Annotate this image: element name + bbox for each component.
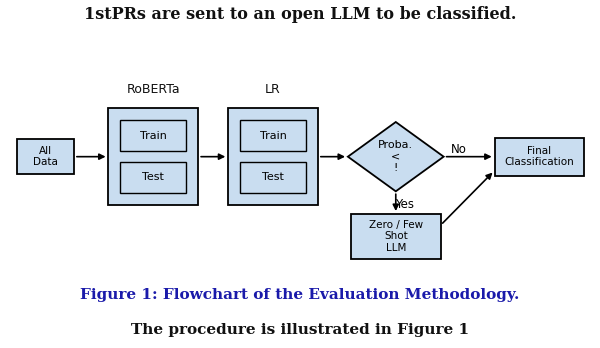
Text: Figure 1: Flowchart of the Evaluation Methodology.: Figure 1: Flowchart of the Evaluation Me…: [80, 288, 520, 302]
Text: The procedure is illustrated in Figure 1: The procedure is illustrated in Figure 1: [131, 323, 469, 337]
FancyBboxPatch shape: [351, 214, 440, 259]
Text: LR: LR: [265, 83, 281, 96]
Text: Zero / Few
Shot
LLM: Zero / Few Shot LLM: [369, 220, 423, 253]
FancyBboxPatch shape: [240, 120, 306, 151]
FancyBboxPatch shape: [109, 108, 198, 205]
Text: Test: Test: [262, 173, 284, 182]
Text: Final
Classification: Final Classification: [505, 146, 574, 167]
Text: Yes: Yes: [395, 198, 414, 211]
FancyBboxPatch shape: [17, 139, 74, 174]
Text: 1stPRs are sent to an open LLM to be classified.: 1stPRs are sent to an open LLM to be cla…: [84, 6, 516, 23]
Text: All
Data: All Data: [33, 146, 58, 167]
FancyBboxPatch shape: [494, 137, 584, 176]
Text: Proba.
<
!: Proba. < !: [378, 140, 413, 173]
FancyBboxPatch shape: [121, 120, 186, 151]
Text: Train: Train: [260, 131, 287, 141]
FancyBboxPatch shape: [240, 162, 306, 193]
FancyBboxPatch shape: [121, 162, 186, 193]
Text: No: No: [451, 143, 467, 156]
Polygon shape: [348, 122, 443, 191]
Text: RoBERTa: RoBERTa: [127, 83, 180, 96]
Text: Train: Train: [140, 131, 167, 141]
FancyBboxPatch shape: [228, 108, 318, 205]
Text: Test: Test: [142, 173, 164, 182]
